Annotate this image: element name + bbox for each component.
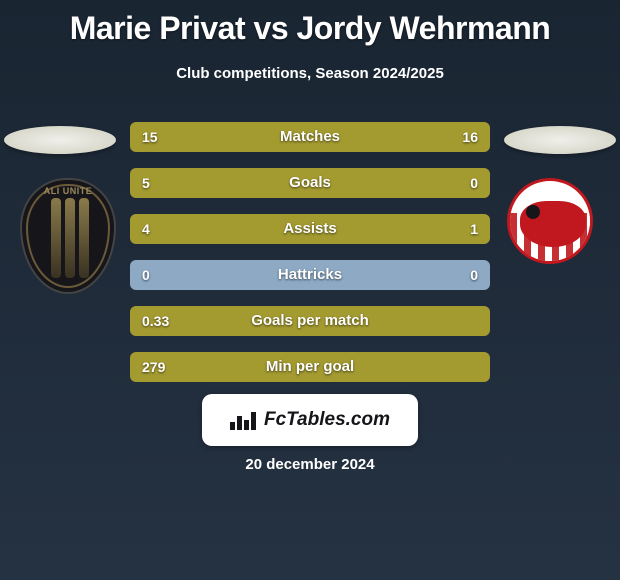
bar-chart-icon	[230, 410, 258, 430]
player1-silhouette	[4, 126, 116, 154]
shield-bars-icon	[46, 198, 94, 278]
fctables-text: FcTables.com	[264, 409, 390, 431]
player2-name: Jordy Wehrmann	[297, 10, 551, 46]
subtitle: Club competitions, Season 2024/2025	[0, 65, 620, 82]
stat-row: 0.33Goals per match	[130, 306, 490, 336]
page-title: Marie Privat vs Jordy Wehrmann	[0, 0, 620, 47]
bull-icon	[520, 201, 586, 247]
badge-icon	[507, 178, 593, 264]
comparison-card: Marie Privat vs Jordy Wehrmann Club comp…	[0, 0, 620, 580]
vs-text: vs	[254, 10, 289, 46]
player1-name: Marie Privat	[70, 10, 245, 46]
stat-row: 279Min per goal	[130, 352, 490, 382]
club-left-text: ALI UNITE	[22, 186, 114, 196]
stat-row: 50Goals	[130, 168, 490, 198]
player2-silhouette	[504, 126, 616, 154]
stats-container: 1516Matches 50Goals 41Assists 00Hattricks 0.…	[130, 122, 490, 398]
fctables-logo[interactable]: FcTables.com	[202, 394, 418, 446]
snapshot-date: 20 december 2024	[0, 456, 620, 473]
club-logo-right	[500, 178, 600, 264]
club-logo-left: ALI UNITE	[20, 178, 120, 294]
shield-icon: ALI UNITE	[20, 178, 116, 294]
stat-row: 00Hattricks	[130, 260, 490, 290]
stat-row: 1516Matches	[130, 122, 490, 152]
stat-row: 41Assists	[130, 214, 490, 244]
